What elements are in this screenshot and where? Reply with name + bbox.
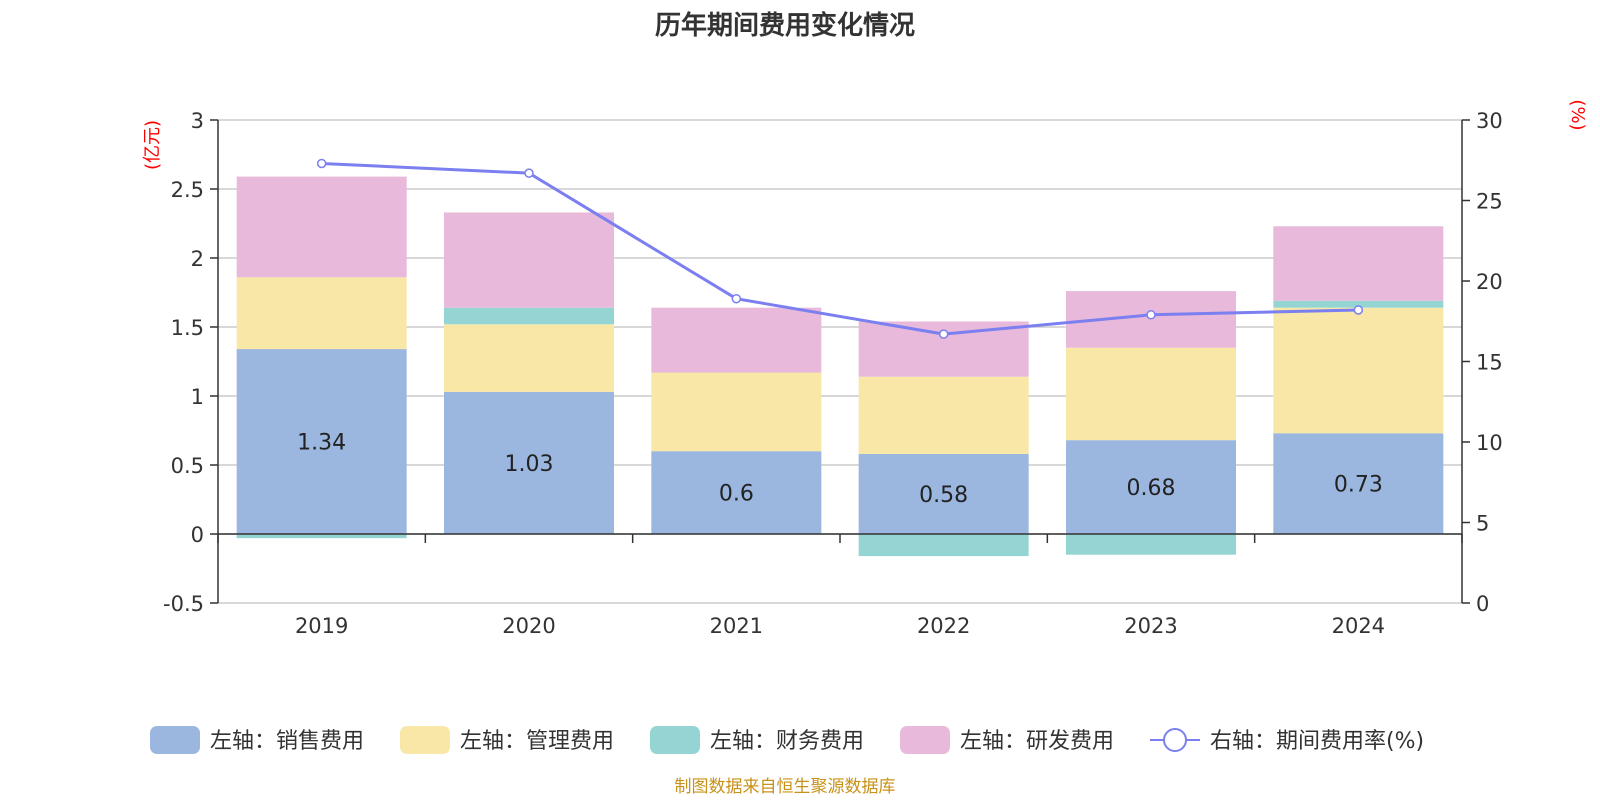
bar-3-2020 — [444, 212, 614, 308]
legend-line-marker — [1163, 728, 1187, 752]
bar-3-2024 — [1273, 226, 1444, 301]
right-tick-label: 0 — [1476, 592, 1489, 616]
bar-0-2019 — [236, 349, 407, 534]
bar-2-2023 — [1066, 534, 1236, 555]
right-tick-label: 25 — [1476, 190, 1503, 214]
sales-value-label: 0.68 — [1127, 476, 1176, 501]
bar-1-2020 — [444, 324, 614, 392]
bar-0-2020 — [444, 391, 614, 534]
rate-point-2022 — [938, 329, 949, 339]
rate-point-2020 — [524, 168, 534, 178]
left-tick-label: -0.5 — [163, 592, 204, 616]
right-tick-label: 15 — [1476, 351, 1503, 375]
legend-swatch-0[interactable] — [150, 726, 200, 754]
bar-1-2022 — [858, 376, 1029, 454]
bar-0-2023 — [1066, 440, 1236, 534]
legend-label-2: 左轴：财务费用 — [710, 729, 864, 754]
bar-2-2022 — [858, 534, 1029, 557]
rate-line — [316, 158, 1364, 339]
bar-0-2021 — [651, 451, 822, 534]
right-tick-label: 5 — [1476, 512, 1489, 536]
chart-title: 历年期间费用变化情况 — [655, 10, 915, 41]
legend-label-line: 右轴：期间费用率(%) — [1210, 729, 1424, 754]
bar-labels: 1.34 1.03 0.6 0.58 0.68 0.73 — [297, 431, 1383, 508]
legend: 左轴：销售费用 左轴：管理费用 左轴：财务费用 左轴：研发费用 右轴：期间费用率(%) — [150, 726, 1424, 754]
source-note: 制图数据来自恒生聚源数据库 — [675, 777, 896, 797]
left-tick-label: 3 — [191, 109, 204, 133]
category-label: 2024 — [1332, 614, 1385, 638]
bar-3-2019 — [236, 176, 407, 278]
category-label: 2020 — [502, 614, 555, 638]
legend-label-3: 左轴：研发费用 — [960, 729, 1114, 754]
legend-swatch-3[interactable] — [900, 726, 950, 754]
left-tick-label: 1 — [191, 385, 204, 409]
sales-value-label: 0.73 — [1334, 473, 1383, 498]
rate-point-2019 — [316, 158, 327, 169]
rate-point-2023 — [1146, 310, 1156, 320]
bar-1-2024 — [1273, 307, 1444, 434]
legend-swatch-1[interactable] — [400, 726, 450, 754]
left-tick-label: 0.5 — [171, 454, 204, 478]
bar-1-2021 — [651, 372, 822, 452]
bar-1-2023 — [1066, 347, 1236, 441]
right-tick-label: 20 — [1476, 270, 1503, 294]
right-axis-unit: (%) — [1567, 99, 1588, 130]
rate-point-2021 — [731, 293, 742, 304]
category-label: 2019 — [295, 614, 348, 638]
category-label: 2023 — [1124, 614, 1177, 638]
bar-0-2022 — [858, 453, 1029, 534]
category-label: 2022 — [917, 614, 970, 638]
bar-1-2019 — [236, 277, 407, 350]
sales-value-label: 0.6 — [719, 482, 754, 507]
legend-label-0: 左轴：销售费用 — [210, 729, 364, 754]
category-label: 2021 — [710, 614, 763, 638]
bar-2-2024 — [1273, 300, 1444, 308]
sales-value-label: 0.58 — [919, 483, 968, 508]
rate-point-2024 — [1353, 305, 1364, 315]
left-tick-label: 1.5 — [171, 316, 204, 340]
sales-value-label: 1.03 — [505, 452, 554, 477]
left-tick-label: 0 — [191, 523, 204, 547]
left-tick-label: 2.5 — [171, 178, 204, 202]
bar-0-2024 — [1273, 433, 1444, 534]
bar-2-2020 — [444, 307, 614, 325]
right-tick-label: 10 — [1476, 431, 1503, 455]
bar-2-2019 — [236, 534, 407, 539]
rate-polyline — [321, 161, 1359, 336]
bars — [236, 176, 1444, 557]
left-tick-label: 2 — [191, 247, 204, 271]
legend-label-1: 左轴：管理费用 — [460, 729, 614, 754]
bar-3-2021 — [651, 307, 822, 373]
left-axis-unit: (亿元) — [142, 120, 163, 170]
right-tick-label: 30 — [1476, 109, 1503, 133]
legend-swatch-2[interactable] — [650, 726, 700, 754]
sales-value-label: 1.34 — [297, 431, 346, 456]
